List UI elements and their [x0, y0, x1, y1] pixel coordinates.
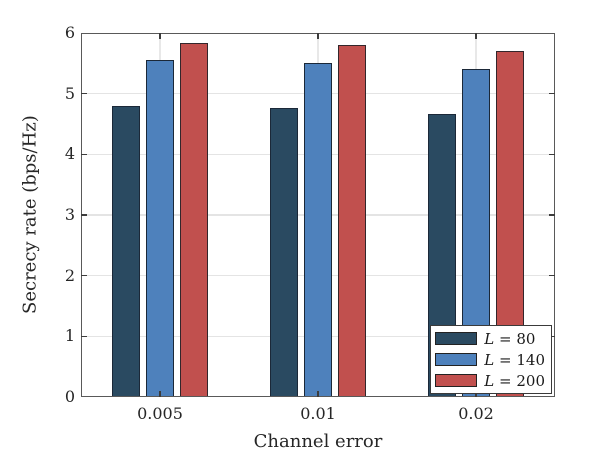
x-tick-mark [317, 33, 319, 39]
y-tick-label: 4 [64, 144, 75, 164]
legend-label-variable: L [484, 371, 495, 390]
legend-label-value: = 80 [494, 329, 536, 348]
y-tick-label: 2 [64, 265, 75, 285]
legend-item: L = 200 [435, 371, 545, 390]
plot-area: L = 80 L = 140 L = 200 [81, 33, 555, 397]
y-tick-label: 5 [64, 83, 75, 103]
y-tick-mark [549, 335, 555, 338]
legend-label: L = 80 [484, 330, 535, 348]
y-tick-label: 0 [64, 387, 75, 406]
x-tick-label: 0.02 [458, 404, 494, 423]
x-tick-mark [475, 33, 477, 39]
bar-series1-group1 [304, 62, 332, 397]
y-tick-mark [549, 214, 555, 216]
x-tick-mark [317, 391, 319, 397]
x-tick-mark [475, 391, 477, 397]
legend-label-variable: L [484, 329, 495, 348]
bar-series0-group1 [270, 108, 298, 397]
y-tick-mark [81, 274, 87, 277]
y-tick-mark [81, 214, 87, 216]
y-tick-mark [81, 335, 87, 338]
legend-swatch [435, 332, 478, 345]
legend-swatch [435, 374, 478, 387]
bar-series0-group0 [112, 105, 140, 397]
x-tick-label: 0.01 [300, 404, 336, 423]
y-tick-mark [81, 92, 87, 95]
y-tick-mark [549, 153, 555, 156]
legend-label-value: = 200 [494, 371, 545, 390]
legend-item: L = 140 [435, 350, 545, 369]
x-tick-mark [159, 33, 161, 39]
y-tick-mark [549, 274, 555, 277]
x-tick-label: 0.005 [137, 404, 183, 423]
legend-item: L = 80 [435, 329, 545, 348]
bar-series2-group0 [180, 42, 208, 397]
x-axis-label: Channel error [253, 431, 383, 452]
x-tick-mark [159, 391, 161, 397]
y-tick-label: 3 [64, 205, 75, 224]
y-tick-label: 6 [64, 23, 75, 42]
legend-swatch [435, 353, 478, 366]
legend-label: L = 200 [484, 372, 545, 390]
legend: L = 80 L = 140 L = 200 [430, 325, 552, 394]
bar-series1-group0 [146, 60, 174, 397]
legend-label-value: = 140 [494, 350, 545, 369]
legend-label: L = 140 [484, 351, 545, 369]
y-tick-mark [81, 153, 87, 156]
y-tick-mark [549, 92, 555, 95]
bar-series2-group1 [338, 45, 366, 397]
y-tick-label: 1 [64, 326, 75, 346]
legend-label-variable: L [484, 350, 495, 369]
